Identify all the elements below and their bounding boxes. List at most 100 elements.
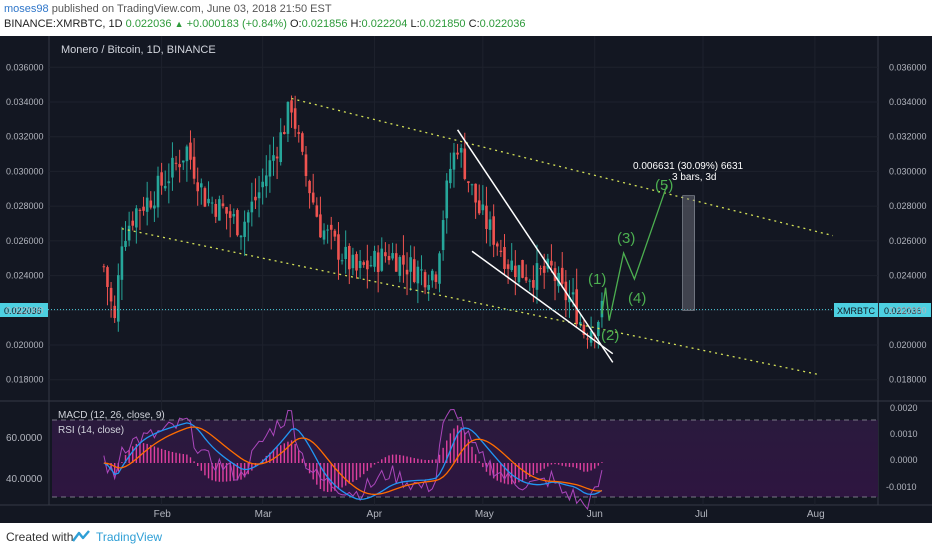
macd-line: [103, 422, 603, 501]
candle-body: [557, 272, 560, 287]
tradingview-logo-icon[interactable]: [72, 529, 92, 543]
candle-body: [380, 248, 384, 271]
candle-body: [268, 160, 272, 177]
price-tick-right: 0.026000: [889, 236, 927, 246]
candle-body: [250, 201, 254, 213]
candle-body: [116, 275, 120, 322]
open-label: O:: [289, 18, 302, 30]
publish-text: published on TradingView.com, June 03, 2…: [51, 3, 332, 15]
candle-body: [441, 220, 445, 251]
candle-body: [214, 203, 218, 217]
price-tick-left: 0.022000: [6, 305, 44, 315]
candle-body: [315, 205, 319, 217]
candle-body: [355, 254, 358, 271]
candle-body: [402, 255, 405, 265]
candle-body: [109, 287, 113, 302]
high-label: H:: [350, 18, 362, 30]
candle-body: [358, 260, 362, 269]
candle-body: [405, 269, 409, 275]
candle-body: [398, 256, 402, 276]
candle-body: [420, 269, 423, 271]
candle-body: [272, 155, 275, 161]
candle-body: [207, 198, 210, 204]
price-tick-right: 0.036000: [889, 62, 927, 72]
price-tick-right: 0.024000: [889, 271, 927, 281]
price-tick-left: 0.036000: [6, 62, 44, 72]
chart-frame[interactable]: Monero / Bitcoin, 1D, BINANCE 0.022036 X…: [0, 36, 932, 523]
candle-body: [189, 142, 192, 160]
candle-body: [232, 214, 236, 217]
candle-body: [362, 262, 366, 265]
candle-body: [431, 270, 434, 281]
candle-body: [203, 188, 207, 207]
close-label: C:: [468, 18, 480, 30]
candle-body: [156, 175, 160, 208]
trendline-wedge-upper: [456, 129, 614, 363]
candle-body: [275, 156, 279, 159]
close-value: 0.022036: [479, 18, 526, 30]
price-range-measure[interactable]: [682, 195, 695, 311]
candle-body: [138, 209, 142, 211]
candle-body: [322, 230, 326, 240]
candle-body: [135, 208, 138, 228]
elliott-wave-projection[interactable]: [601, 185, 668, 321]
candle-body: [192, 156, 196, 179]
candle-body: [503, 247, 506, 269]
candle-body: [434, 274, 438, 282]
price-tick-right: 0.018000: [889, 375, 927, 385]
candle-body: [106, 267, 109, 287]
rsi-line: [103, 408, 603, 511]
time-tick-jun: Jun: [587, 509, 603, 520]
high-value: 0.022204: [361, 18, 408, 30]
price-axis-right[interactable]: 0.018000 0.020000 0.022000 0.024000 0.026000…: [889, 62, 927, 384]
candle-body: [532, 280, 535, 288]
rsi-tick-40: 40.0000: [6, 474, 43, 485]
candle-body: [257, 192, 261, 199]
candle-body: [578, 322, 582, 325]
indicator-axes: 60.0000 40.0000 0.0020 0.0010 0.0000 -0.…: [6, 403, 918, 492]
candle-body: [394, 253, 398, 272]
candle-body: [196, 182, 200, 192]
candle-body: [293, 108, 297, 129]
publish-header: moses98 published on TradingView.com, Ju…: [0, 0, 932, 36]
open-value: 0.021856: [301, 18, 348, 30]
candle-body: [181, 160, 185, 163]
chart-svg[interactable]: Monero / Bitcoin, 1D, BINANCE 0.022036 X…: [0, 36, 932, 523]
candle-body: [347, 246, 351, 270]
candle-body: [514, 265, 517, 278]
up-arrow-icon: ▲: [174, 19, 184, 29]
candle-body: [470, 184, 474, 186]
candle-body: [167, 181, 171, 184]
candle-body: [124, 240, 127, 247]
price-tick-right: 0.022000: [889, 305, 927, 315]
time-axis[interactable]: Feb Mar Apr May Jun Jul Aug: [154, 509, 825, 520]
candle-body: [369, 265, 373, 267]
tradingview-brand-link[interactable]: TradingView: [96, 530, 163, 544]
candle-body: [376, 252, 380, 272]
footer: Created with TradingView: [0, 523, 932, 550]
candle-body: [283, 132, 286, 135]
last-price: 0.022036: [125, 18, 172, 30]
time-tick-apr: Apr: [367, 509, 383, 520]
candle-body: [171, 157, 174, 178]
candle-body: [351, 254, 355, 269]
price-tick-left: 0.018000: [6, 375, 44, 385]
candle-body: [517, 265, 521, 283]
trendlines: [121, 97, 834, 376]
candle-body: [185, 146, 189, 162]
wave-label-2: (2): [601, 327, 619, 344]
low-label: L:: [410, 18, 420, 30]
created-with-text: Created with: [6, 530, 74, 544]
price-tick-left: 0.032000: [6, 132, 44, 142]
candle-body: [575, 289, 578, 325]
price-tick-left: 0.024000: [6, 271, 44, 281]
candle-body: [221, 203, 225, 207]
author-link[interactable]: moses98: [4, 3, 49, 15]
candle-body: [149, 200, 153, 208]
price-axis-left[interactable]: 0.018000 0.020000 0.022000 0.024000 0.026000…: [6, 62, 44, 384]
macd-tick-0.0020: 0.0020: [890, 403, 918, 413]
wave-label-5: (5): [655, 177, 673, 194]
candle-body: [463, 148, 467, 179]
price-tick-left: 0.026000: [6, 236, 44, 246]
candle-body: [481, 204, 485, 211]
